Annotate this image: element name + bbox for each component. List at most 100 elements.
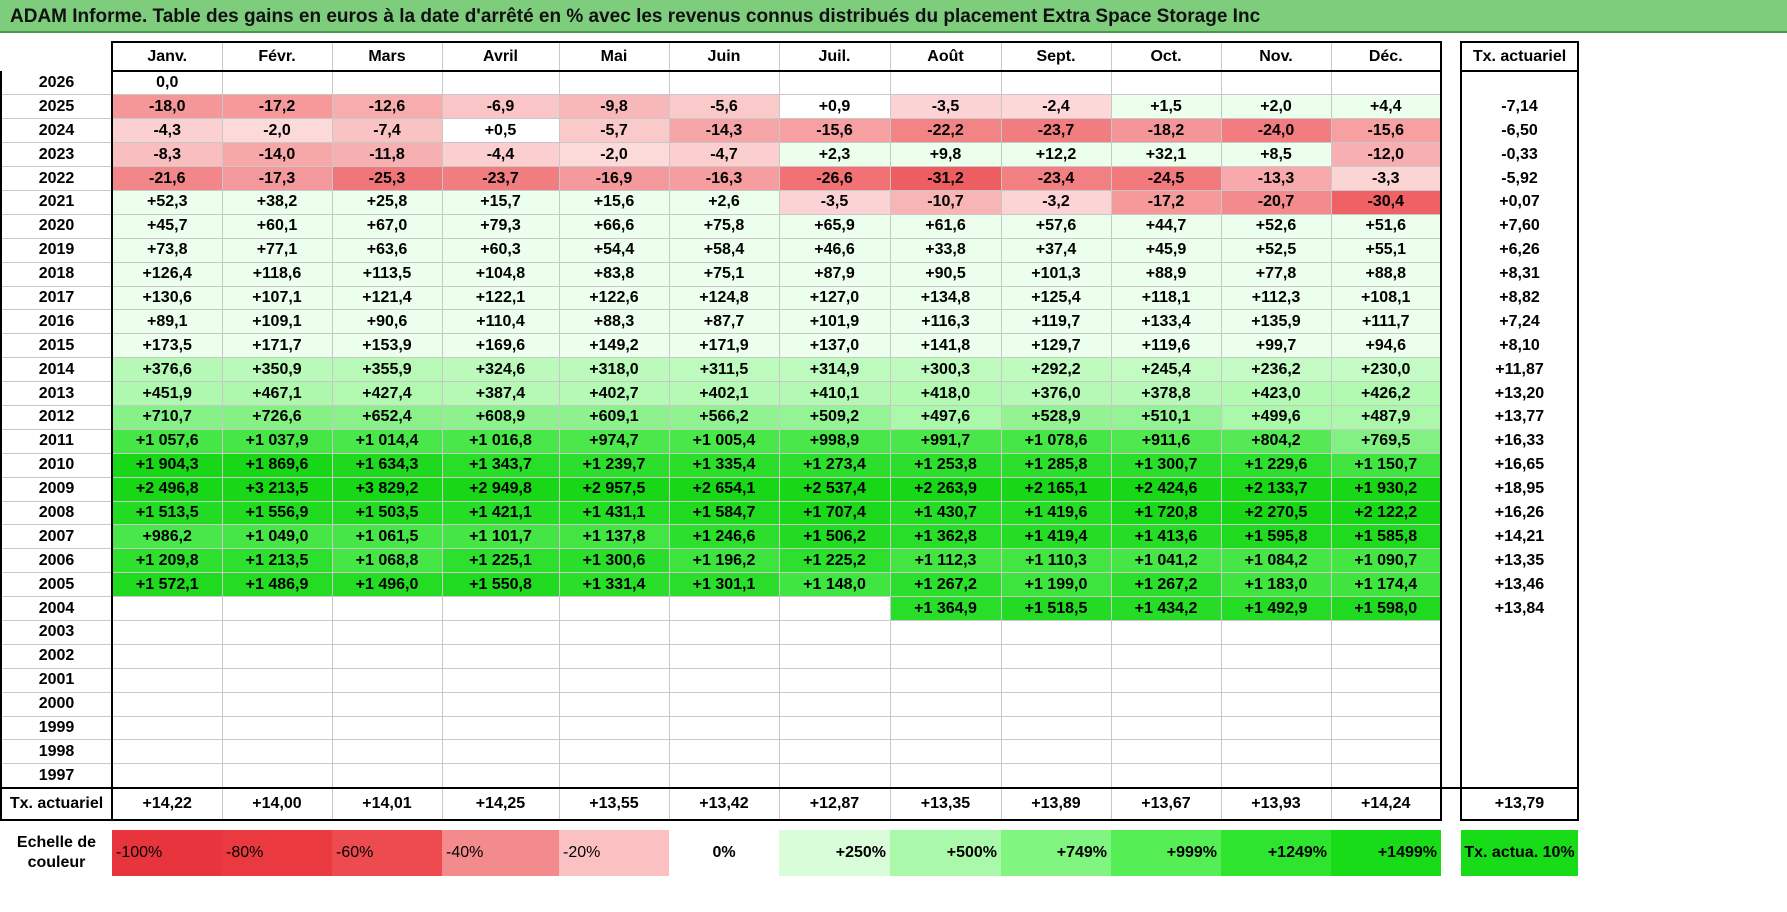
column-gap (1441, 357, 1461, 382)
gain-cell: +61,6 (889, 213, 1002, 239)
gain-cell: +1 904,3 (111, 452, 223, 478)
gain-cell: +300,3 (889, 357, 1002, 383)
column-gap (1441, 262, 1461, 287)
color-scale-label: Echelle de couleur (16, 833, 97, 871)
gain-cell: -23,7 (441, 166, 560, 191)
gain-cell: +38,2 (221, 189, 333, 215)
month-header-row: Janv. Févr. Mars Avril Mai Juin Juil. Août Sept.… (1, 41, 1579, 72)
gain-cell: +137,0 (778, 333, 891, 359)
gain-cell (221, 643, 333, 669)
gain-cell: -3,3 (1330, 166, 1442, 191)
month-rate-cell: +13,35 (889, 786, 1002, 821)
annual-rate-cell: -6,50 (1460, 118, 1579, 143)
gain-cell: +88,9 (1110, 261, 1222, 287)
month-rate-cell: +13,93 (1220, 786, 1332, 821)
gain-cell (221, 619, 333, 645)
gain-cell: +1 584,7 (668, 500, 780, 526)
month-header: Mai (558, 41, 670, 72)
gain-cell: -4,3 (111, 118, 223, 144)
gain-cell (1000, 619, 1112, 645)
gain-cell: +2,0 (1220, 94, 1332, 120)
gain-cell: +1 110,3 (1000, 548, 1112, 574)
gain-cell: +12,2 (1000, 142, 1112, 168)
year-label: 2005 (0, 572, 113, 598)
gain-cell: +90,5 (889, 261, 1002, 287)
gain-cell (778, 643, 891, 669)
month-header: Nov. (1220, 41, 1332, 72)
gain-cell: -24,5 (1110, 166, 1222, 191)
gain-cell: +1 430,7 (889, 500, 1002, 526)
gain-cell: +318,0 (558, 357, 670, 383)
gain-cell (1110, 619, 1222, 645)
column-gap (1441, 524, 1461, 549)
gain-cell (331, 667, 443, 693)
gain-cell (1330, 739, 1442, 765)
gain-cell (1110, 739, 1222, 765)
gain-cell: -15,6 (778, 118, 891, 144)
table-row: 2023 -8,3 -14,0 -11,8 -4,4 -2,0 -4,7 +2,3 +9,8 +1… (0, 142, 1579, 168)
gain-cell: +112,3 (1220, 285, 1332, 311)
footer-rate-row: Tx. actuariel +14,22 +14,00 +14,01 +14,25 +13… (0, 786, 1579, 821)
gain-cell (221, 691, 333, 717)
gain-cell: +245,4 (1110, 357, 1222, 383)
gain-cell (1110, 715, 1222, 741)
gain-cell (1000, 71, 1112, 96)
gain-cell: +451,9 (111, 381, 223, 406)
month-rate-cell: +14,00 (221, 786, 333, 821)
gain-cell: +1 550,8 (441, 572, 560, 598)
gain-cell: +1 150,7 (1330, 452, 1442, 478)
color-scale-swatch: -100% (112, 829, 222, 876)
gain-cell (331, 739, 443, 765)
gain-cell: +1 068,8 (331, 548, 443, 574)
gain-cell: -20,7 (1220, 189, 1332, 215)
gain-cell (1110, 71, 1222, 96)
table-row: 2003 (0, 619, 1579, 645)
month-rate-cell: +13,42 (668, 786, 780, 821)
year-label: 2024 (0, 118, 113, 144)
annual-rate-cell (1460, 692, 1579, 717)
gain-cell: +1 229,6 (1220, 452, 1332, 478)
gain-cell (668, 596, 780, 621)
gain-cell: +1 225,2 (778, 548, 891, 574)
gain-cell: -2,0 (221, 118, 333, 144)
gain-cell (889, 643, 1002, 669)
gain-cell: +0,5 (441, 118, 560, 144)
gain-cell: +51,6 (1330, 213, 1442, 239)
gain-cell (778, 619, 891, 645)
gain-cell: -15,6 (1330, 118, 1442, 144)
gain-cell: +122,6 (558, 285, 670, 311)
gain-cell: -17,2 (1110, 189, 1222, 215)
month-header: Janv. (111, 41, 223, 72)
gain-cell: +1 413,6 (1110, 524, 1222, 550)
annual-rate-cell: -7,14 (1460, 94, 1579, 119)
gain-cell (778, 596, 891, 621)
table-row: 2020 +45,7 +60,1 +67,0 +79,3 +66,6 +75,8 +65,9 +… (0, 213, 1579, 239)
gain-cell: +236,2 (1220, 357, 1332, 383)
gain-cell: +1 112,3 (889, 548, 1002, 574)
year-label: 2009 (0, 476, 113, 502)
gain-cell: +1,5 (1110, 94, 1222, 120)
gain-cell (1330, 619, 1442, 645)
table-row: 2011 +1 057,6 +1 037,9 +1 014,4 +1 016,8 +974… (0, 428, 1579, 454)
year-label: 2004 (0, 596, 113, 621)
gain-cell (1000, 691, 1112, 717)
gain-cell: +109,1 (221, 309, 333, 335)
gain-cell (111, 715, 223, 741)
gain-cell: +2 496,8 (111, 476, 223, 502)
gain-cell: +118,6 (221, 261, 333, 287)
gain-cell: +911,6 (1110, 428, 1222, 454)
gain-cell (668, 71, 780, 96)
gain-cell: +46,6 (778, 237, 891, 263)
year-label: 2006 (0, 548, 113, 574)
color-scale-swatch: +999% (1111, 829, 1221, 876)
gain-cell (778, 691, 891, 717)
gain-cell: -10,7 (889, 189, 1002, 215)
table-row: 2015 +173,5 +171,7 +153,9 +169,6 +149,2 +171,9… (0, 333, 1579, 359)
gain-cell (331, 643, 443, 669)
gain-cell: +1 300,7 (1110, 452, 1222, 478)
gain-cell: -23,4 (1000, 166, 1112, 191)
annual-rate-cell (1460, 644, 1579, 669)
annual-rate-cell (1460, 668, 1579, 693)
gain-cell: +171,9 (668, 333, 780, 359)
gain-cell (111, 691, 223, 717)
